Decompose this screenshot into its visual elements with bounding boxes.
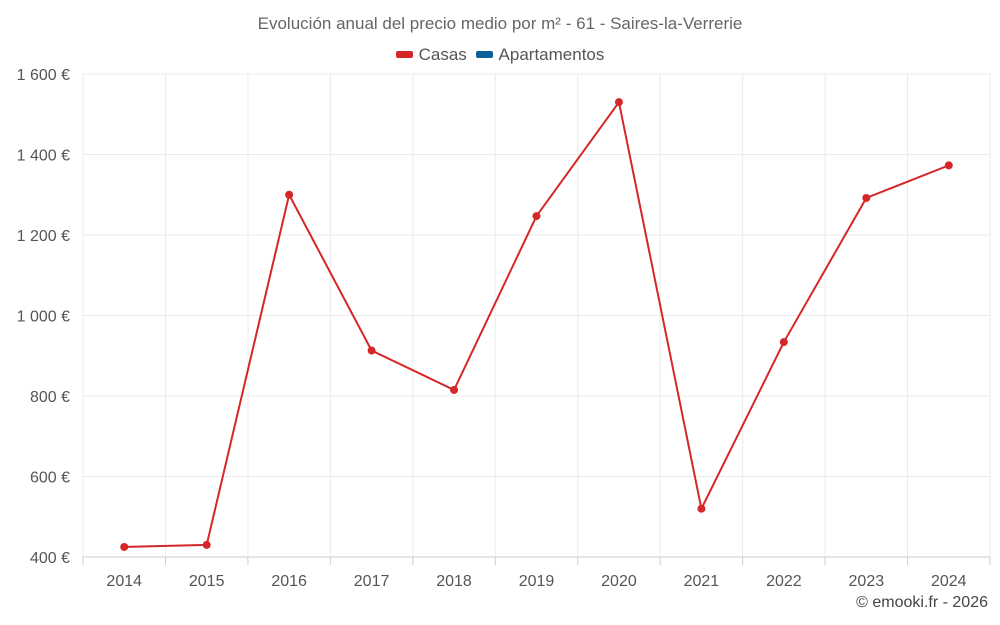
chart-title: Evolución anual del precio medio por m² … [257, 14, 743, 33]
legend-label-casas: Casas [418, 45, 467, 64]
data-point [450, 385, 459, 394]
data-point [202, 540, 211, 549]
legend-swatch-apartamentos [475, 51, 493, 59]
data-point [862, 193, 871, 202]
x-tick-label: 2015 [189, 573, 225, 590]
data-point [779, 338, 788, 347]
y-tick-label: 1 400 € [17, 148, 70, 165]
x-tick-label: 2020 [601, 573, 637, 590]
y-tick-label: 800 € [30, 389, 70, 406]
y-tick-label: 1 600 € [17, 67, 70, 84]
x-tick-label: 2021 [684, 573, 720, 590]
x-tick-label: 2019 [519, 573, 555, 590]
x-tick-label: 2024 [931, 573, 967, 590]
data-point [944, 161, 953, 170]
x-tick-label: 2018 [436, 573, 472, 590]
data-point [367, 346, 376, 355]
y-tick-label: 400 € [30, 550, 70, 567]
credit-text: © emooki.fr - 2026 [856, 594, 988, 611]
x-tick-label: 2014 [106, 573, 142, 590]
data-point [614, 98, 623, 107]
legend: Casas Apartamentos [0, 45, 1000, 65]
legend-item-casas[interactable]: Casas [395, 45, 467, 65]
legend-item-apartamentos[interactable]: Apartamentos [475, 45, 605, 65]
data-point [697, 504, 706, 513]
y-tick-label: 1 200 € [17, 228, 70, 245]
data-point [285, 190, 294, 199]
x-tick-label: 2022 [766, 573, 802, 590]
x-tick-label: 2023 [849, 573, 885, 590]
legend-swatch-casas [395, 51, 413, 59]
data-point [120, 542, 129, 551]
x-tick-label: 2017 [354, 573, 390, 590]
x-tick-label: 2016 [271, 573, 307, 590]
data-point [532, 212, 541, 221]
y-tick-label: 1 000 € [17, 309, 70, 326]
y-tick-label: 600 € [30, 470, 70, 487]
legend-label-apartamentos: Apartamentos [498, 45, 605, 64]
